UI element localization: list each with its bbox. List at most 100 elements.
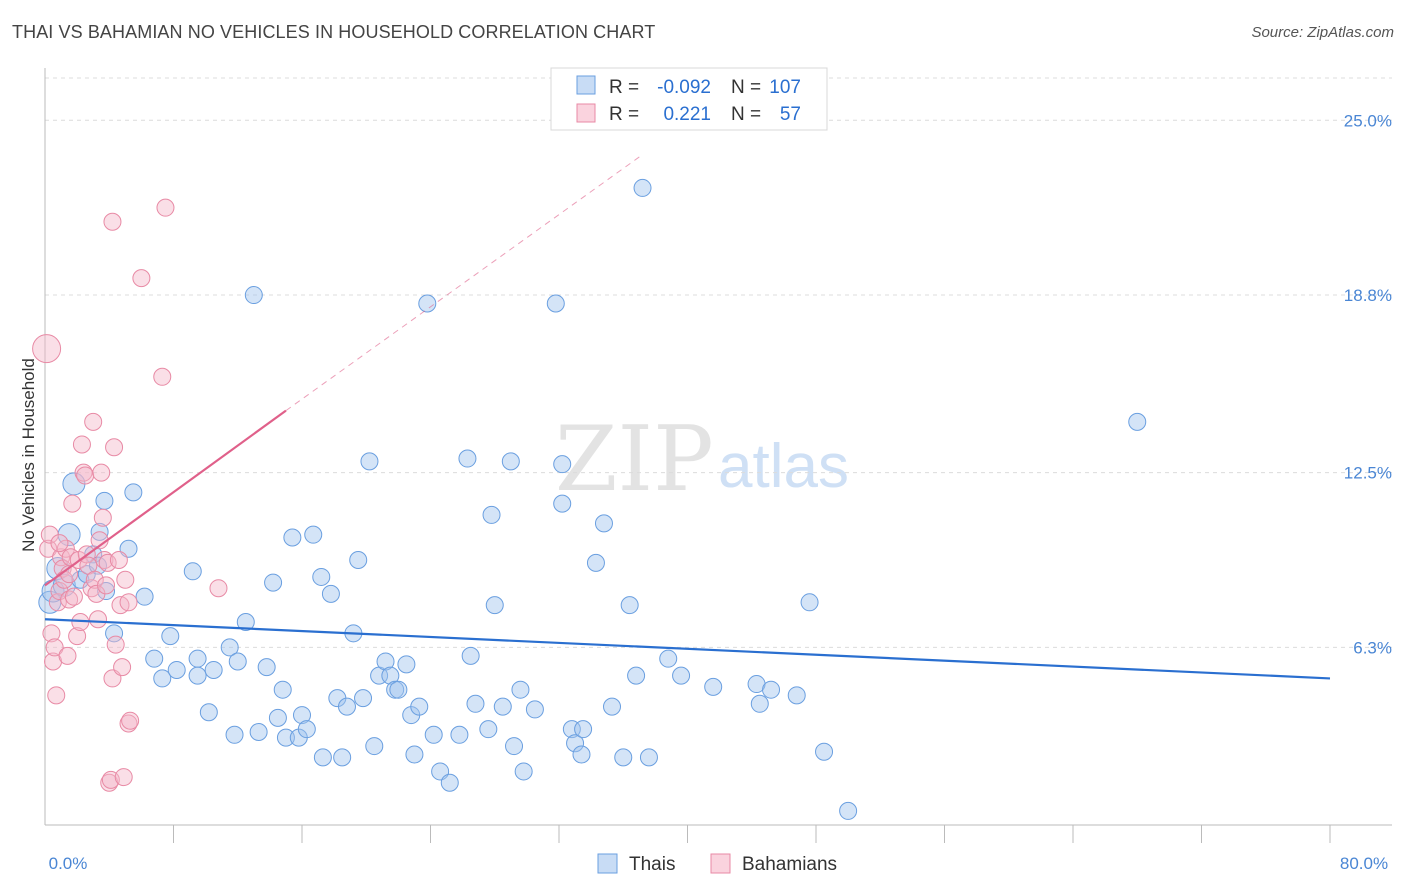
thai-point xyxy=(466,694,485,713)
thai-point xyxy=(839,801,858,820)
bahamian-point xyxy=(113,658,132,677)
thai-point xyxy=(672,666,691,685)
thai-point xyxy=(236,613,255,632)
thai-point xyxy=(389,680,408,699)
thai-point xyxy=(440,773,459,792)
bahamian-point xyxy=(39,539,58,558)
thai-point xyxy=(405,745,424,764)
series-bahamians xyxy=(32,198,228,792)
bahamian-point xyxy=(106,635,125,654)
bahamian-point xyxy=(98,553,117,572)
bahamian-point xyxy=(45,638,64,657)
thai-point xyxy=(220,638,239,657)
bottom-legend-bahamian-label: Bahamians xyxy=(742,854,837,875)
thai-point xyxy=(418,294,437,313)
thai-point xyxy=(135,587,154,606)
bahamian-point xyxy=(74,463,93,482)
bahamian-point xyxy=(76,466,95,485)
thai-point xyxy=(458,449,477,468)
thai-point xyxy=(485,596,504,615)
thai-point xyxy=(511,680,530,699)
thai-point xyxy=(410,697,429,716)
thai-point xyxy=(244,286,263,305)
legend-bahamian-n-value: 57 xyxy=(780,104,801,125)
thai-point xyxy=(95,491,114,510)
thai-point xyxy=(354,689,373,708)
bahamian-point xyxy=(50,534,69,553)
thai-point xyxy=(566,734,585,753)
trend-lines xyxy=(44,156,1331,680)
thai-point xyxy=(228,652,247,671)
bahamian-point xyxy=(103,212,122,231)
y-axis-ticks: 6.3% 12.5% 18.8% 25.0% xyxy=(1344,111,1392,657)
legend-bahamian-r-label: R = xyxy=(609,104,639,125)
bahamian-point xyxy=(85,570,104,589)
grid-lines xyxy=(45,77,1392,648)
legend-bahamian-n-label: N = xyxy=(731,104,761,125)
thai-point xyxy=(188,649,207,668)
bahamian-point xyxy=(119,593,138,612)
bahamian-trend-line xyxy=(44,409,287,587)
watermark-zip: ZIP xyxy=(555,407,714,512)
bahamian-point xyxy=(52,548,71,567)
legend-swatch-bahamian xyxy=(576,103,596,123)
bahamian-point xyxy=(156,198,175,217)
x-tick-label-min: 0.0% xyxy=(49,854,88,873)
thai-point xyxy=(365,737,384,756)
legend-thai-r-value: -0.092 xyxy=(657,77,711,98)
thai-point xyxy=(349,551,368,570)
y-tick-label: 18.8% xyxy=(1344,286,1392,305)
thai-point xyxy=(594,514,613,533)
thai-point xyxy=(620,596,639,615)
bahamian-point xyxy=(153,367,172,386)
bahamian-point xyxy=(109,551,128,570)
bahamian-point xyxy=(119,714,138,733)
bahamian-point xyxy=(63,494,82,513)
bahamian-point xyxy=(47,686,66,705)
bahamian-point xyxy=(97,576,116,595)
thai-point xyxy=(1128,412,1147,431)
thai-point xyxy=(762,680,781,699)
thai-point xyxy=(333,748,352,767)
thai-point xyxy=(304,525,323,544)
thai-point xyxy=(397,655,416,674)
thai-point xyxy=(204,660,223,679)
thai-point xyxy=(787,686,806,705)
thai-point xyxy=(381,666,400,685)
bahamian-point xyxy=(116,570,135,589)
thai-point xyxy=(815,742,834,761)
thai-point xyxy=(424,725,443,744)
y-axis-label: No Vehicles in Household xyxy=(19,358,38,552)
bahamian-point xyxy=(93,508,112,527)
bahamian-point xyxy=(132,269,151,288)
thai-point xyxy=(603,697,622,716)
legend-bahamian-r-value: 0.221 xyxy=(663,104,711,125)
thai-point xyxy=(553,494,572,513)
bottom-legend-swatch-thai xyxy=(597,853,618,874)
bahamian-point xyxy=(105,438,124,457)
thai-point xyxy=(273,680,292,699)
bahamian-point xyxy=(89,610,108,629)
thai-point xyxy=(572,745,591,764)
legend-swatch-thai xyxy=(576,75,596,95)
legend-thai-r-label: R = xyxy=(609,77,639,98)
watermark-atlas: atlas xyxy=(718,432,849,501)
thai-point xyxy=(105,624,124,643)
bahamian-point xyxy=(84,412,103,431)
thai-point xyxy=(199,703,218,722)
source-credit: Source: ZipAtlas.com xyxy=(1251,24,1394,41)
thai-point xyxy=(482,505,501,524)
thai-point xyxy=(268,708,287,727)
series-thais xyxy=(38,178,1147,820)
bahamian-trend-extension xyxy=(285,156,640,412)
bottom-legend-swatch-bahamian xyxy=(710,853,731,874)
thai-point xyxy=(293,706,311,725)
thai-point xyxy=(704,677,723,696)
bahamian-point xyxy=(95,551,114,570)
thai-point xyxy=(283,528,302,547)
y-tick-label: 25.0% xyxy=(1344,111,1392,130)
y-tick-label: 6.3% xyxy=(1353,638,1392,657)
legend-thai-n-value: 107 xyxy=(769,77,801,98)
thai-point xyxy=(257,658,276,677)
